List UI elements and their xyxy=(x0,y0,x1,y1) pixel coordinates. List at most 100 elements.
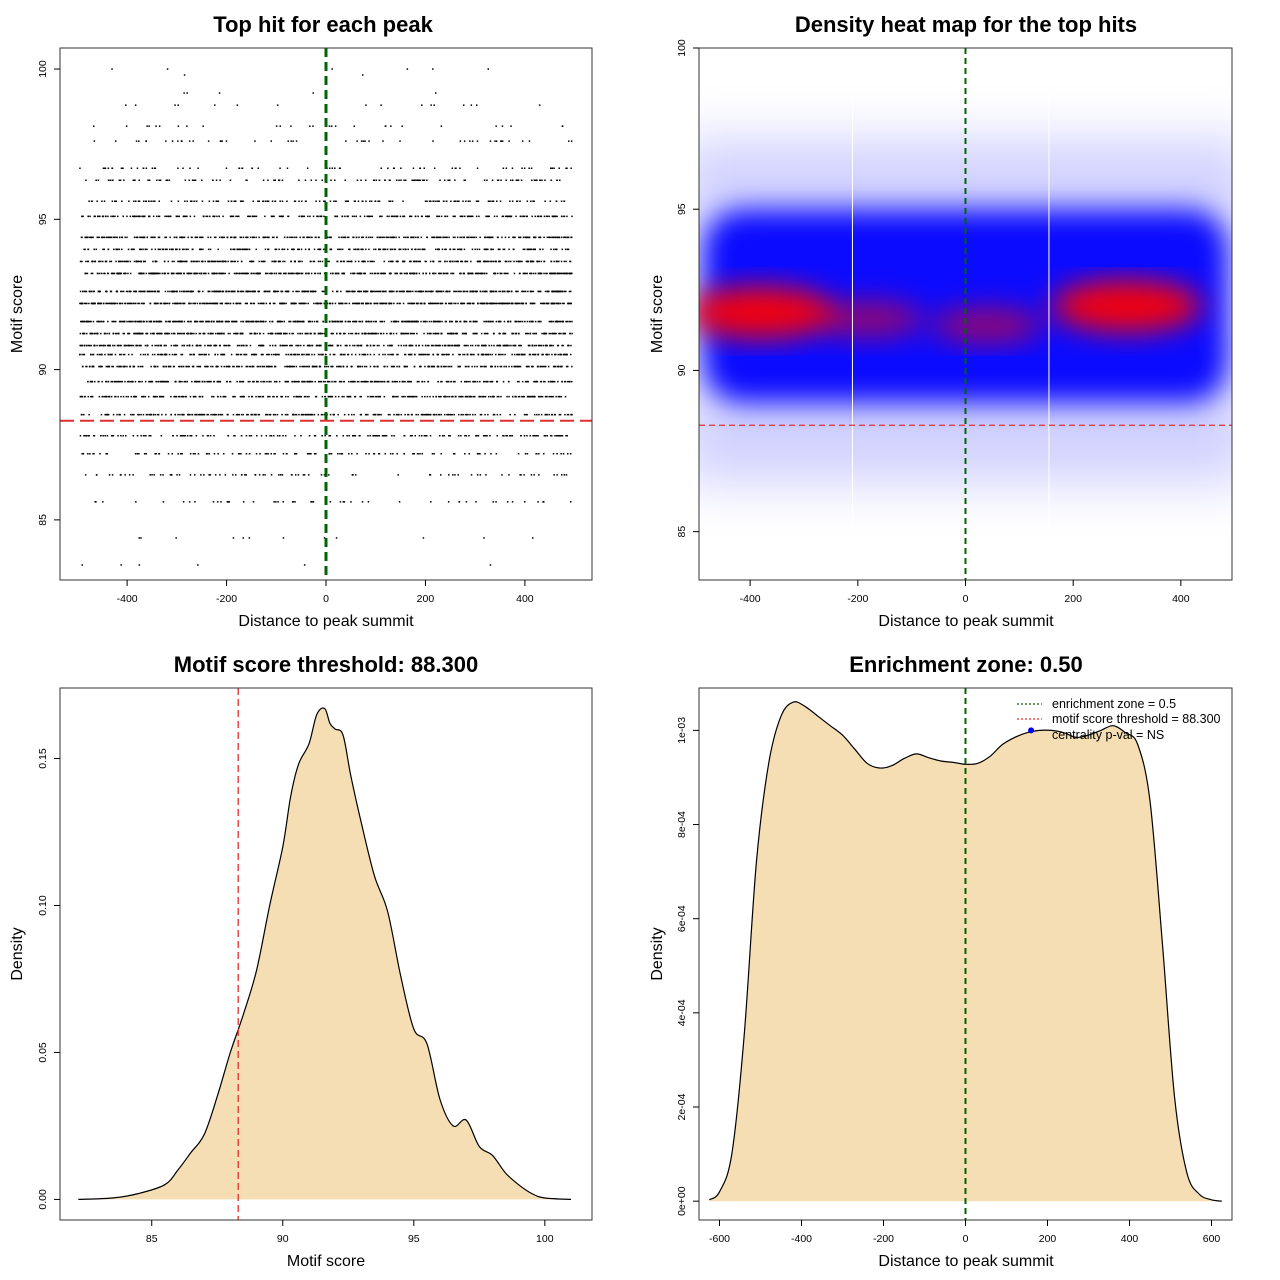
scatter-point xyxy=(420,365,422,368)
scatter-point xyxy=(542,302,545,305)
scatter-point xyxy=(273,453,275,455)
scatter-point xyxy=(120,290,122,293)
scatter-point xyxy=(398,365,401,368)
scatter-point xyxy=(377,332,379,335)
scatter-point xyxy=(470,474,473,476)
scatter-point xyxy=(139,380,141,383)
scatter-point xyxy=(199,302,201,305)
scatter-point xyxy=(523,435,526,437)
scatter-point xyxy=(469,353,472,356)
scatter-point xyxy=(437,365,440,368)
scatter-point xyxy=(154,453,156,455)
scatter-point xyxy=(379,320,381,323)
scatter-point xyxy=(374,200,376,202)
scatter-point xyxy=(499,302,502,305)
scatter-point xyxy=(557,272,559,275)
scatter-point xyxy=(491,380,493,383)
scatter-point xyxy=(258,200,260,202)
scatter-point xyxy=(409,395,411,398)
scatter-point xyxy=(156,332,158,335)
scatter-point xyxy=(533,395,536,398)
scatter-point xyxy=(457,474,459,476)
scatter-point xyxy=(389,413,391,416)
scatter-point xyxy=(526,236,528,239)
scatter-point xyxy=(305,272,307,275)
scatter-point xyxy=(552,215,554,218)
scatter-point xyxy=(203,332,205,335)
scatter-point xyxy=(550,248,552,251)
scatter-point xyxy=(210,260,212,263)
scatter-point xyxy=(328,260,330,263)
scatter-point xyxy=(442,365,445,368)
scatter-point xyxy=(439,320,441,323)
scatter-point xyxy=(236,215,239,218)
scatter-point xyxy=(311,501,313,503)
scatter-point xyxy=(354,272,356,275)
scatter-point xyxy=(490,320,492,323)
scatter-point xyxy=(116,290,119,293)
scatter-point xyxy=(537,320,539,323)
scatter-point xyxy=(205,353,207,356)
scatter-point xyxy=(246,413,248,416)
scatter-point xyxy=(566,353,568,356)
scatter-points xyxy=(79,68,573,566)
scatter-point xyxy=(262,260,264,263)
scatter-point xyxy=(137,215,139,218)
scatter-point xyxy=(298,290,300,293)
scatter-point xyxy=(389,344,391,347)
scatter-point xyxy=(526,380,529,383)
scatter-point xyxy=(305,365,307,368)
scatter-point xyxy=(563,236,566,239)
scatter-point xyxy=(534,215,536,218)
scatter-point xyxy=(367,332,370,335)
scatter-point xyxy=(427,215,429,218)
scatter-point xyxy=(271,365,273,368)
scatter-point xyxy=(133,248,135,251)
scatter-point xyxy=(182,365,185,368)
scatter-point xyxy=(210,380,212,383)
scatter-point xyxy=(115,395,117,398)
scatter-point xyxy=(255,413,257,416)
scatter-point xyxy=(307,344,310,347)
scatter-point xyxy=(402,332,405,335)
scatter-point xyxy=(138,179,140,181)
scatter-point xyxy=(132,179,135,181)
scatter-point xyxy=(258,413,261,416)
scatter-point xyxy=(235,200,237,202)
scatter-point xyxy=(81,344,83,347)
scatter-point xyxy=(329,200,332,202)
scatter-point xyxy=(441,380,443,383)
scatter-point xyxy=(420,353,422,356)
scatter-point xyxy=(381,236,384,239)
scatter-point xyxy=(382,140,384,142)
scatter-point xyxy=(378,200,381,202)
scatter-point xyxy=(95,501,97,503)
scatter-point xyxy=(295,302,297,305)
scatter-point xyxy=(203,474,205,476)
scatter-point xyxy=(512,332,515,335)
scatter-point xyxy=(550,236,552,239)
scatter-point xyxy=(561,435,564,437)
scatter-point xyxy=(167,320,169,323)
scatter-point xyxy=(177,167,179,169)
scatter-point xyxy=(458,395,460,398)
scatter-point xyxy=(295,413,298,416)
scatter-point xyxy=(141,215,143,218)
scatter-point xyxy=(202,302,205,305)
scatter-point xyxy=(212,215,214,218)
scatter-point xyxy=(104,353,106,356)
scatter-point xyxy=(254,290,256,293)
scatter-point xyxy=(207,320,209,323)
scatter-point xyxy=(120,260,122,263)
scatter-point xyxy=(125,344,128,347)
scatter-point xyxy=(136,320,139,323)
scatter-point xyxy=(493,215,496,218)
scatter-point xyxy=(300,395,303,398)
scatter-point xyxy=(204,302,206,305)
scatter-point xyxy=(186,380,188,383)
scatter-point xyxy=(91,260,93,263)
scatter-point xyxy=(127,353,130,356)
scatter-point xyxy=(547,365,550,368)
scatter-point xyxy=(333,353,336,356)
scatter-point xyxy=(237,353,239,356)
